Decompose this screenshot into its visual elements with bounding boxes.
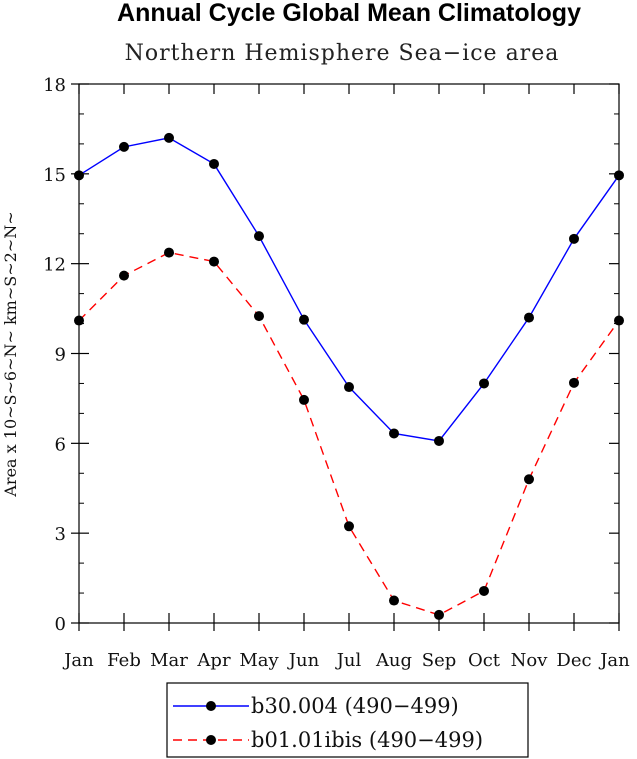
- data-point: [74, 315, 84, 326]
- chart-title: Annual Cycle Global Mean Climatology: [117, 0, 581, 27]
- series-layer: [74, 132, 624, 620]
- data-point: [164, 132, 174, 143]
- x-tick-label: Oct: [468, 650, 501, 671]
- data-point: [209, 256, 219, 267]
- series-1: [74, 132, 624, 446]
- legend-marker: [206, 701, 216, 711]
- axis-ticks: [71, 83, 620, 631]
- y-tick-label: 18: [43, 75, 66, 96]
- legend-box: [166, 682, 529, 758]
- data-point: [524, 474, 534, 485]
- x-tick-label: Sep: [422, 650, 457, 671]
- data-point: [614, 170, 624, 181]
- x-tick-label: Jan: [598, 650, 630, 671]
- data-point: [209, 158, 219, 169]
- x-tick-label: Jul: [335, 650, 362, 671]
- data-point: [119, 270, 129, 281]
- data-point: [479, 378, 489, 389]
- legend-item-1: b30.004 (490−499): [173, 694, 459, 718]
- plot-frame: [78, 83, 620, 624]
- x-tick-label: Apr: [196, 650, 231, 671]
- data-point: [299, 394, 309, 405]
- series-line: [78, 137, 620, 442]
- x-tick-label: Mar: [150, 650, 188, 671]
- y-tick-label: 6: [55, 434, 66, 455]
- data-point: [434, 609, 444, 620]
- series-2: [74, 247, 624, 620]
- data-point: [569, 377, 579, 388]
- data-point: [254, 231, 264, 242]
- y-axis-label: Area x 10~S~6~N~ km~S~2~N~: [1, 211, 20, 497]
- data-point: [614, 315, 624, 326]
- y-tick-label: 15: [43, 165, 66, 186]
- x-tick-label: Feb: [107, 650, 141, 671]
- data-point: [569, 233, 579, 244]
- data-point: [299, 314, 309, 325]
- data-point: [164, 247, 174, 258]
- legend-label: b30.004 (490−499): [251, 694, 459, 718]
- x-tick-label: Jun: [287, 650, 320, 671]
- chart-subtitle: Northern Hemisphere Sea−ice area: [125, 41, 560, 66]
- data-point: [389, 428, 399, 439]
- data-point: [434, 435, 444, 446]
- x-tick-label: Aug: [375, 650, 412, 671]
- y-tick-label: 0: [55, 614, 66, 635]
- y-tick-label: 12: [43, 255, 66, 276]
- y-tick-label: 9: [55, 345, 66, 366]
- legend-item-2: b01.01ibis (490−499): [173, 728, 483, 752]
- data-point: [389, 595, 399, 606]
- x-tick-labels: Jan Feb Mar Apr May Jun Jul Aug Sep Oct Nov Dec Jan: [62, 650, 630, 671]
- data-point: [479, 585, 489, 596]
- plot-area: 0 3 6 9 12 15 18 Jan Feb Mar Apr May Jun Jul Aug Sep Oc…: [43, 75, 630, 671]
- data-point: [119, 141, 129, 152]
- data-point: [74, 170, 84, 181]
- data-point: [344, 521, 354, 532]
- data-point: [344, 382, 354, 393]
- x-tick-label: May: [239, 650, 279, 671]
- x-tick-label: Dec: [556, 650, 591, 671]
- y-tick-labels: 0 3 6 9 12 15 18: [43, 75, 66, 635]
- series-line: [78, 251, 620, 616]
- legend-marker: [206, 735, 216, 745]
- x-tick-label: Jan: [62, 650, 94, 671]
- x-tick-label: Nov: [511, 650, 549, 671]
- legend: b30.004 (490−499) b01.01ibis (490−499): [166, 682, 529, 758]
- legend-items: b30.004 (490−499) b01.01ibis (490−499): [173, 694, 483, 752]
- legend-label: b01.01ibis (490−499): [251, 728, 483, 752]
- data-point: [524, 312, 534, 323]
- data-point: [254, 311, 264, 322]
- y-tick-label: 3: [55, 524, 66, 545]
